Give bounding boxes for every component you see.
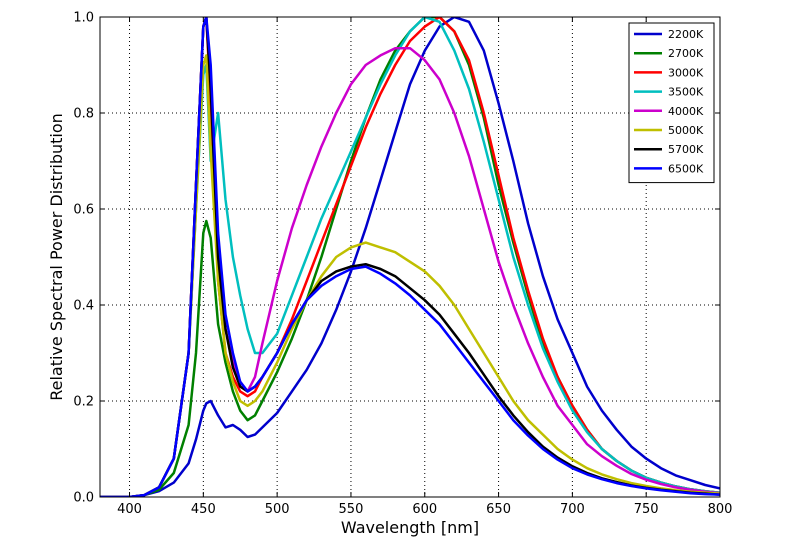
series-line-6500K: [100, 17, 720, 497]
ticks: [100, 16, 721, 498]
legend-label: 4000K: [668, 105, 704, 118]
series-layer: [100, 17, 720, 497]
x-tick-label: 800: [708, 502, 733, 517]
legend-label: 5700K: [668, 143, 704, 156]
series-line-5000K: [100, 54, 720, 497]
grid: [100, 17, 720, 497]
legend-label: 3000K: [668, 66, 704, 79]
series-line-2200K: [100, 17, 720, 497]
legend-label: 2200K: [668, 28, 704, 41]
y-tick-label: 0.0: [73, 491, 94, 506]
y-axis-label: Relative Spectral Power Distribution: [47, 113, 66, 401]
x-tick-label: 500: [265, 502, 290, 517]
legend-label: 3500K: [668, 86, 704, 99]
legend-label: 2700K: [668, 47, 704, 60]
y-tick-label: 1.0: [73, 11, 94, 26]
x-axis-label: Wavelength [nm]: [341, 518, 479, 537]
x-tick-label: 700: [560, 502, 585, 517]
y-tick-labels: 0.0 0.2 0.4 0.6 0.8 1.0: [73, 11, 94, 506]
plot-frame: [99, 16, 721, 498]
legend-label: 6500K: [668, 162, 704, 175]
x-tick-label: 450: [191, 502, 216, 517]
y-tick-label: 0.6: [73, 203, 94, 218]
x-tick-label: 600: [412, 502, 437, 517]
y-tick-label: 0.2: [73, 395, 94, 410]
legend-box: [628, 22, 715, 184]
legend-label: 5000K: [668, 124, 704, 137]
x-tick-label: 400: [117, 502, 142, 517]
x-tick-labels: 400 450 500 550 600 650 700 750 800: [117, 502, 732, 517]
y-tick-label: 0.8: [73, 107, 94, 122]
x-tick-label: 550: [339, 502, 364, 517]
x-tick-label: 650: [486, 502, 511, 517]
y-tick-label: 0.4: [73, 299, 94, 314]
legend: 2200K 2700K 3000K 3500K 4000K 5000K 5700K 6500K: [628, 22, 715, 184]
x-tick-label: 750: [634, 502, 659, 517]
